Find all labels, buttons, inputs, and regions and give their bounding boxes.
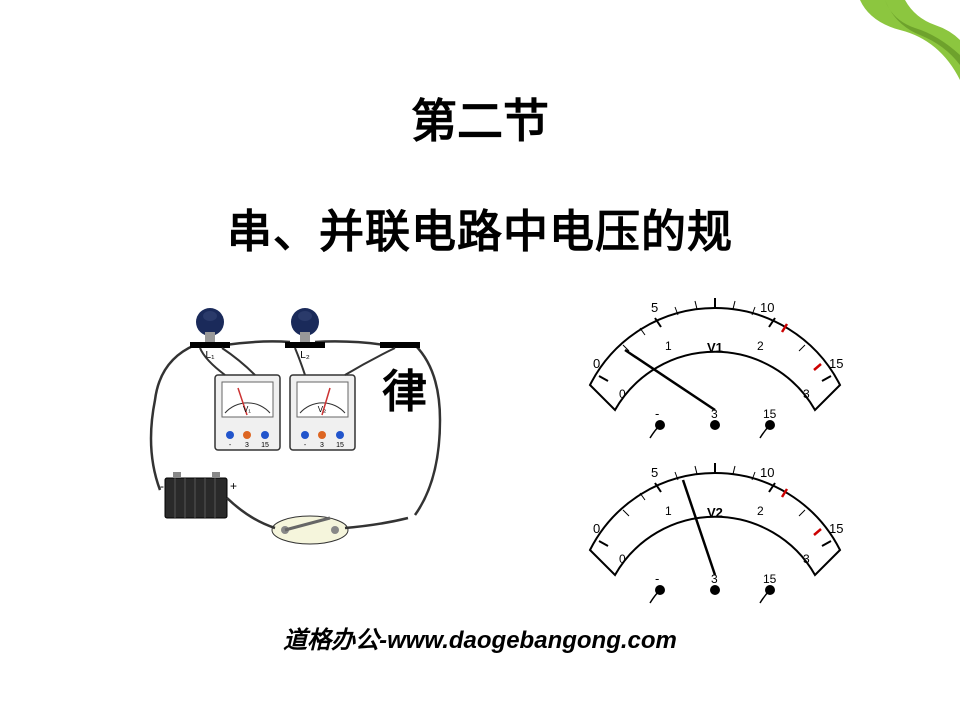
svg-text:3: 3 <box>803 387 810 401</box>
svg-text:1: 1 <box>665 339 672 353</box>
svg-text:+: + <box>230 479 237 493</box>
svg-text:10: 10 <box>760 465 774 480</box>
svg-text:2: 2 <box>757 504 764 518</box>
svg-text:15: 15 <box>829 521 843 536</box>
svg-text:5: 5 <box>651 300 658 315</box>
voltmeter-readings-panel: 0 5 10 15 0 1 2 3 V1 - 3 15 <box>565 290 865 620</box>
switch <box>272 516 348 544</box>
svg-text:0: 0 <box>619 552 626 566</box>
watermark: 道格办公-www.daogebangong.com <box>0 620 960 655</box>
svg-text:0: 0 <box>593 521 600 536</box>
voltmeter-v2: V₂ - 3 15 <box>290 375 355 450</box>
svg-text:0: 0 <box>619 387 626 401</box>
svg-text:15: 15 <box>763 572 777 586</box>
section-title: 第二节 <box>0 85 960 151</box>
svg-text:-: - <box>655 571 659 586</box>
circuit-diagram: L₁ L₂ V₁ - 3 15 V₂ <box>130 300 460 570</box>
svg-text:10: 10 <box>760 300 774 315</box>
svg-text:2: 2 <box>757 339 764 353</box>
svg-text:V₁: V₁ <box>243 405 251 414</box>
svg-text:-: - <box>160 479 164 493</box>
bulb-l2: L₂ <box>285 308 325 361</box>
voltmeter-v2-reading: 0 5 10 15 0 1 2 3 V2 - 3 15 <box>565 455 865 610</box>
battery: - + <box>160 472 237 518</box>
voltmeter-v1-reading: 0 5 10 15 0 1 2 3 V1 - 3 15 <box>565 290 865 445</box>
svg-text:1: 1 <box>665 504 672 518</box>
svg-text:V₂: V₂ <box>318 405 326 414</box>
svg-text:V2: V2 <box>707 505 723 520</box>
svg-text:15: 15 <box>763 407 777 421</box>
svg-text:15: 15 <box>261 442 269 449</box>
svg-text:0: 0 <box>593 356 600 371</box>
svg-text:5: 5 <box>651 465 658 480</box>
svg-text:-: - <box>655 406 659 421</box>
svg-text:15: 15 <box>829 356 843 371</box>
svg-text:L₂: L₂ <box>300 350 310 361</box>
svg-text:V1: V1 <box>707 340 723 355</box>
svg-text:3: 3 <box>320 442 324 449</box>
bulb-l1: L₁ <box>190 308 230 361</box>
svg-text:3: 3 <box>803 552 810 566</box>
svg-text:3: 3 <box>245 442 249 449</box>
voltmeter-v1: V₁ - 3 15 <box>215 375 280 450</box>
svg-text:15: 15 <box>336 442 344 449</box>
main-title: 串、并联电路中电压的规 <box>0 195 960 260</box>
